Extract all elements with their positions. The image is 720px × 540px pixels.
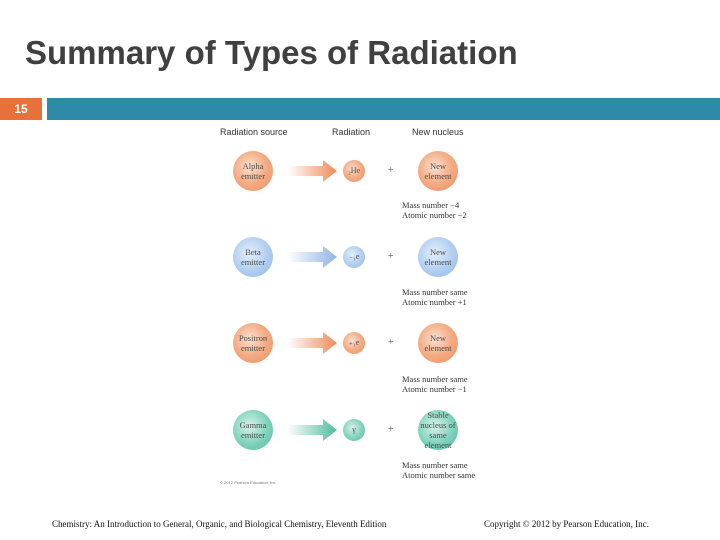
alpha-mass-note: Mass number −4 (402, 200, 460, 210)
gamma-stable-nucleus: Stable nucleus of same element (418, 410, 458, 450)
slide-title: Summary of Types of Radiation (25, 34, 518, 71)
footer-copyright: Copyright © 2012 by Pearson Education, I… (484, 519, 649, 529)
header-new-nucleus: New nucleus (412, 127, 464, 137)
beta-arrow-icon (287, 246, 337, 268)
beta-new-nucleus: New element (418, 237, 458, 277)
positron-arrow-icon (287, 332, 337, 354)
positron-mass-note: Mass number same (402, 374, 468, 384)
plus-sign: + (388, 424, 394, 435)
header-radiation: Radiation (332, 127, 371, 137)
beta-emitter-sphere: Beta emitter (233, 237, 273, 277)
gamma-arrow-icon (287, 419, 337, 441)
figure-credit: © 2012 Pearson Education, Inc. (220, 480, 277, 485)
beta-mass-note: Mass number same (402, 287, 468, 297)
gamma-mass-note: Mass number same (402, 460, 468, 470)
plus-sign: + (388, 337, 394, 348)
alpha-emitter-sphere: Alpha emitter (233, 151, 273, 191)
alpha-atomic-note: Atomic number −2 (402, 210, 467, 220)
slide-number: 15 (0, 98, 42, 120)
positron-atomic-note: Atomic number −1 (402, 384, 467, 394)
beta-atomic-note: Atomic number +1 (402, 297, 467, 307)
footer-book-title: Chemistry: An Introduction to General, O… (52, 519, 387, 529)
positron-new-nucleus: New element (418, 323, 458, 363)
beta-particle: ₋₁e (343, 246, 365, 268)
plus-sign: + (388, 165, 394, 176)
alpha-particle: ₂He (343, 160, 365, 182)
positron-emitter-sphere: Positron emitter (233, 323, 273, 363)
gamma-emitter-sphere: Gamma emitter (233, 410, 273, 450)
radiation-figure: Radiation source Radiation New nucleus A… (215, 125, 495, 490)
alpha-new-nucleus: New element (418, 151, 458, 191)
positron-particle: ₊₁e (343, 332, 365, 354)
header-bar (47, 98, 720, 120)
plus-sign: + (388, 251, 394, 262)
alpha-arrow-icon (287, 160, 337, 182)
header-radiation-source: Radiation source (220, 127, 288, 137)
gamma-atomic-note: Atomic number same (402, 470, 476, 480)
gamma-particle: γ (343, 419, 365, 441)
